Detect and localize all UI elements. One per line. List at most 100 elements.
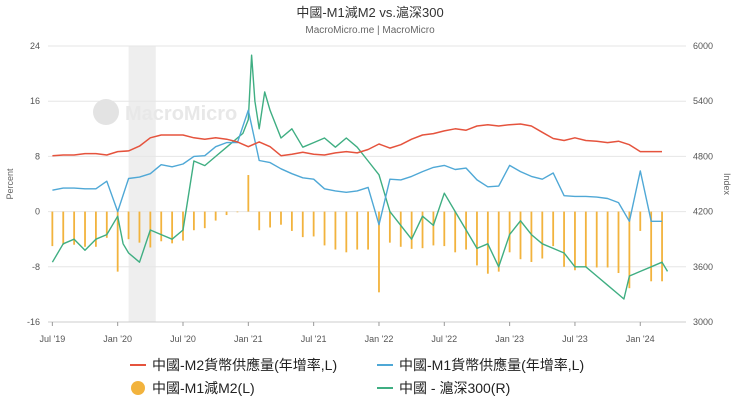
diff-bar [116, 211, 119, 272]
x-tick-label: Jul '20 [170, 334, 196, 344]
legend-swatch-dot [131, 381, 145, 395]
y-right-tick-label: 4200 [693, 207, 713, 217]
diff-bar [171, 211, 174, 244]
shaded-band [128, 46, 156, 322]
diff-bar [160, 211, 163, 242]
diff-bar [367, 211, 369, 250]
diff-bar [269, 211, 272, 228]
y-left-tick-label: 0 [35, 207, 40, 217]
diff-bar [280, 211, 282, 225]
m1-line [52, 109, 662, 226]
diff-bar [497, 211, 500, 272]
plot-area [48, 45, 686, 323]
diff-bar [584, 211, 587, 268]
diff-bar [62, 211, 65, 245]
y-left-tick-label: 16 [30, 96, 40, 106]
diff-bar [628, 211, 631, 289]
diff-bar [541, 211, 544, 259]
y-right-tick-label: 3000 [693, 317, 713, 327]
diff-bar [225, 211, 228, 216]
chart-title: 中國-M1減M2 vs.滬深300 [296, 5, 443, 20]
m2-line [52, 123, 662, 157]
diff-bar [95, 211, 97, 247]
x-tick-label: Jul '22 [431, 334, 457, 344]
y-left-tick-label: -8 [32, 262, 40, 272]
x-tick-label: Jul '19 [39, 334, 65, 344]
diff-bar [617, 211, 620, 274]
legend-label: 中國 - 滬深300(R) [399, 380, 510, 396]
diff-bar [661, 211, 663, 282]
diff-bar [519, 211, 522, 260]
legend-item-m2[interactable]: 中國-M2貨幣供應量(年增率,L) [130, 357, 337, 373]
diff-bar [312, 211, 315, 237]
axes: 24 16 8 0 -8 -16 6000 5400 4800 4200 3600 3000 Jul '… [27, 41, 713, 344]
x-tick-label: Jul '23 [562, 334, 588, 344]
diff-bar [378, 211, 380, 293]
diff-bar [236, 211, 239, 213]
legend-label: 中國-M1貨幣供應量(年增率,L) [399, 357, 584, 373]
x-tick-label: Jan '21 [234, 334, 263, 344]
watermark-icon [93, 99, 119, 125]
diff-bar [606, 211, 609, 268]
watermark-text: MacroMicro [125, 103, 237, 125]
legend-item-csi300[interactable]: 中國 - 滬深300(R) [377, 380, 510, 396]
diff-bar [530, 211, 533, 262]
y-left-tick-label: 24 [30, 41, 40, 51]
watermark-logo: MacroMicro [93, 99, 237, 125]
diff-bar [388, 211, 391, 243]
diff-bar [138, 211, 141, 243]
x-tick-label: Jan '22 [365, 334, 394, 344]
series-lines [51, 54, 669, 300]
x-tick-label: Jan '24 [626, 334, 655, 344]
y-left-tick-label: -16 [27, 317, 40, 327]
diff-bar [345, 211, 348, 253]
diff-bar [454, 211, 457, 253]
y-right-tick-label: 6000 [693, 41, 713, 51]
y-right-tick-label: 5400 [693, 96, 713, 106]
y-right-tick-label: 3600 [693, 262, 713, 272]
diff-bar [399, 211, 402, 247]
x-tick-label: Jan '20 [103, 334, 132, 344]
diff-bar [552, 211, 555, 247]
y-left-tick-label: 8 [35, 151, 40, 161]
diff-bar [563, 211, 565, 267]
diff-bar [421, 211, 424, 249]
diff-bar [84, 211, 86, 247]
diff-bar [443, 211, 446, 247]
y-axis-left-label: Percent [5, 168, 15, 200]
diff-bar [214, 211, 217, 221]
diff-bar [574, 211, 576, 271]
diff-bar [508, 211, 511, 253]
diff-bar [105, 211, 108, 238]
diff-bar [127, 211, 130, 240]
diff-bar [258, 211, 261, 231]
diff-bar [410, 211, 413, 249]
x-tick-label: Jul '21 [301, 334, 327, 344]
legend-label: 中國-M1減M2(L) [152, 380, 255, 396]
legend-item-m1[interactable]: 中國-M1貨幣供應量(年增率,L) [377, 357, 584, 373]
chart-subtitle: MacroMicro.me | MacroMicro [305, 25, 435, 36]
y-right-tick-label: 4800 [693, 151, 713, 161]
diff-bar [476, 211, 478, 266]
x-tick-label: Jan '23 [495, 334, 524, 344]
diff-bar [486, 211, 489, 274]
diff-bar [73, 211, 76, 245]
diff-bar [432, 211, 435, 246]
csi300-line [51, 54, 669, 300]
legend: 中國-M2貨幣供應量(年增率,L) 中國-M1貨幣供應量(年增率,L) 中國-M1減… [130, 357, 584, 396]
diff-bar [192, 211, 195, 231]
diff-bar [356, 211, 359, 250]
diff-bar [323, 211, 326, 246]
diff-bar [650, 211, 653, 282]
legend-label: 中國-M2貨幣供應量(年增率,L) [152, 357, 337, 373]
diff-bar [247, 175, 250, 212]
legend-item-diff[interactable]: 中國-M1減M2(L) [131, 380, 255, 396]
diff-bar [334, 211, 337, 250]
y-axis-right-label: Index [722, 173, 732, 196]
diff-bar [203, 211, 206, 229]
diff-bar [301, 211, 304, 238]
diff-bar [639, 211, 642, 231]
diff-bar [290, 211, 293, 231]
diff-bar [595, 211, 598, 268]
